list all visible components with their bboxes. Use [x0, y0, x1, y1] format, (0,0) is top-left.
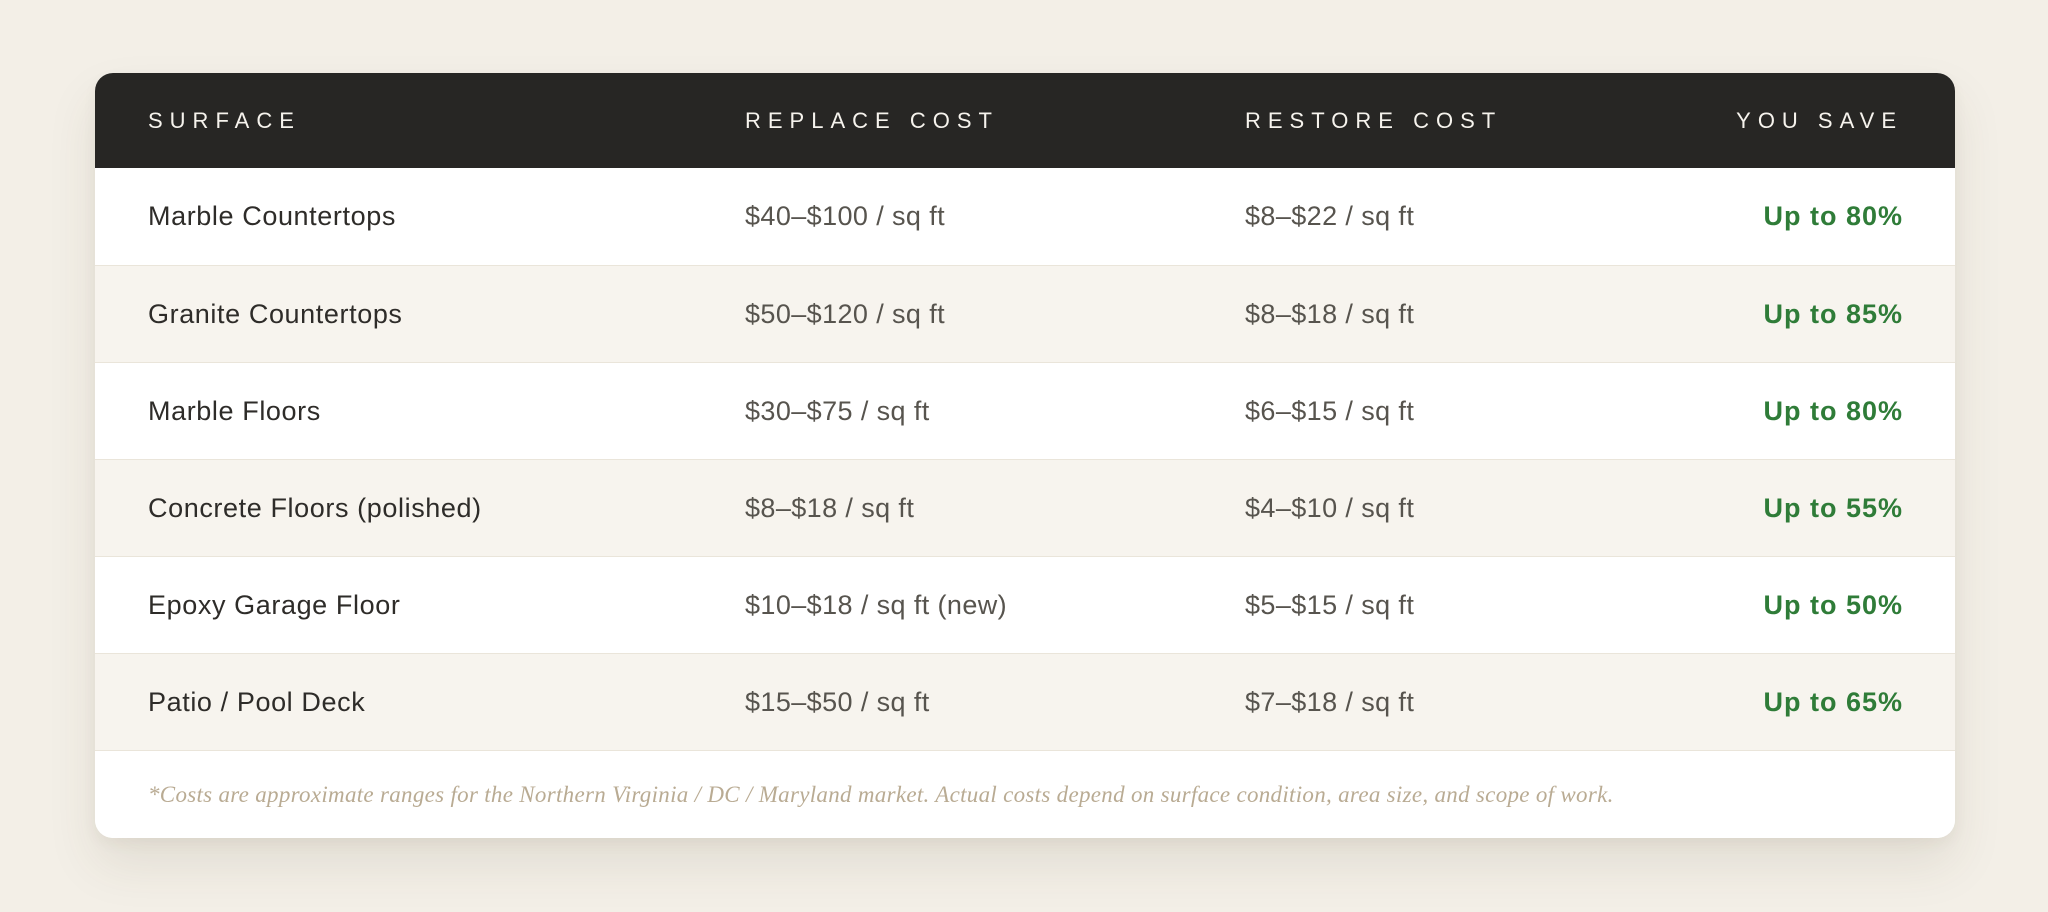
pricing-comparison-card: SURFACE REPLACE COST RESTORE COST YOU SA…: [95, 73, 1955, 838]
replace-cell: $15–$50 / sq ft: [745, 686, 930, 717]
replace-cell: $30–$75 / sq ft: [745, 395, 930, 426]
save-cell: Up to 50%: [1763, 589, 1903, 620]
surface-cell: Granite Countertops: [148, 298, 403, 329]
restore-cell: $6–$15 / sq ft: [1245, 395, 1415, 426]
replace-cell: $10–$18 / sq ft (new): [745, 589, 1008, 620]
header-cell-replace-cost: REPLACE COST: [745, 107, 999, 133]
restore-cell: $8–$22 / sq ft: [1245, 201, 1415, 231]
surface-cell: Epoxy Garage Floor: [148, 589, 401, 620]
table-row: Marble Countertops $40–$100 / sq ft $8–$…: [95, 168, 1955, 265]
replace-cell: $8–$18 / sq ft: [745, 492, 915, 523]
table-body: Marble Countertops $40–$100 / sq ft $8–$…: [95, 168, 1955, 750]
restore-cell: $5–$15 / sq ft: [1245, 589, 1415, 620]
surface-cell: Marble Floors: [148, 395, 321, 426]
save-cell: Up to 80%: [1763, 201, 1903, 231]
surface-cell: Marble Countertops: [148, 201, 396, 231]
restore-cell: $8–$18 / sq ft: [1245, 298, 1415, 329]
header-cell-surface: SURFACE: [148, 107, 301, 133]
save-cell: Up to 65%: [1763, 686, 1903, 717]
save-cell: Up to 55%: [1763, 492, 1903, 523]
table-row: Patio / Pool Deck $15–$50 / sq ft $7–$18…: [95, 653, 1955, 750]
surface-cell: Patio / Pool Deck: [148, 686, 366, 717]
replace-cell: $40–$100 / sq ft: [745, 201, 946, 231]
footnote-row: *Costs are approximate ranges for the No…: [95, 750, 1955, 838]
table-row: Granite Countertops $50–$120 / sq ft $8–…: [95, 265, 1955, 362]
footnote-text: *Costs are approximate ranges for the No…: [148, 781, 1614, 807]
restore-cell: $4–$10 / sq ft: [1245, 492, 1415, 523]
header-cell-you-save: YOU SAVE: [1736, 107, 1903, 133]
replace-cell: $50–$120 / sq ft: [745, 298, 946, 329]
save-cell: Up to 80%: [1763, 395, 1903, 426]
save-cell: Up to 85%: [1763, 298, 1903, 329]
restore-cell: $7–$18 / sq ft: [1245, 686, 1415, 717]
table-row: Concrete Floors (polished) $8–$18 / sq f…: [95, 459, 1955, 556]
header-cell-restore-cost: RESTORE COST: [1245, 107, 1503, 133]
table-header-row: SURFACE REPLACE COST RESTORE COST YOU SA…: [95, 73, 1955, 168]
table-row: Epoxy Garage Floor $10–$18 / sq ft (new)…: [95, 556, 1955, 653]
table-row: Marble Floors $30–$75 / sq ft $6–$15 / s…: [95, 362, 1955, 459]
surface-cell: Concrete Floors (polished): [148, 492, 482, 523]
